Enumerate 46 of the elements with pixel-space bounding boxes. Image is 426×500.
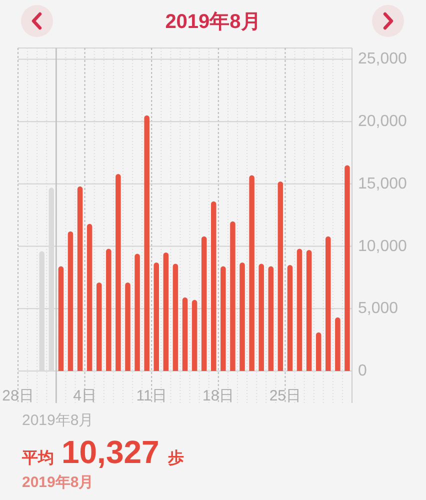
bar <box>96 282 102 371</box>
y-tick-label: 20,000 <box>358 113 408 130</box>
bar <box>316 332 322 371</box>
x-tick-label: 18日 <box>202 388 234 404</box>
x-tick-label: 11日 <box>136 388 167 404</box>
bar <box>201 236 207 371</box>
bar <box>154 262 159 371</box>
text: 2019年8月 <box>22 474 94 491</box>
y-tick-label: 15,000 <box>358 175 408 192</box>
bar <box>306 250 312 371</box>
bar <box>116 174 121 371</box>
bar <box>230 221 236 371</box>
y-tick-label: 5,000 <box>358 300 398 318</box>
bar <box>335 317 340 371</box>
y-tick-label: 25,000 <box>358 50 408 68</box>
x-tick-label: 25日 <box>269 388 302 404</box>
bar <box>192 300 198 371</box>
bar <box>220 266 226 371</box>
text: 平均 10,327 歩 <box>21 434 184 470</box>
bar <box>326 236 331 371</box>
bar <box>258 264 264 371</box>
bar <box>172 264 178 371</box>
x-tick-label: 4日 <box>73 388 96 404</box>
bar <box>278 181 284 371</box>
bar <box>58 266 64 371</box>
bar <box>344 165 350 371</box>
bar <box>144 115 150 371</box>
bar <box>287 265 293 371</box>
bar <box>211 201 216 371</box>
bar <box>134 254 140 371</box>
bar <box>296 248 302 371</box>
chart-title: 2019年8月 <box>165 11 261 33</box>
bar <box>268 266 274 371</box>
y-tick-label: 0 <box>358 362 367 380</box>
text: 2019年8月 <box>22 412 94 429</box>
x-tick-label: 28日 <box>2 388 34 404</box>
bar <box>240 262 245 371</box>
bar <box>182 297 188 371</box>
bar <box>249 175 254 371</box>
bar <box>125 282 130 371</box>
y-tick-label: 10,000 <box>358 238 408 255</box>
bar <box>106 248 112 371</box>
bar <box>86 224 92 371</box>
bar <box>163 252 169 371</box>
bar <box>77 186 83 371</box>
bar <box>68 231 74 371</box>
